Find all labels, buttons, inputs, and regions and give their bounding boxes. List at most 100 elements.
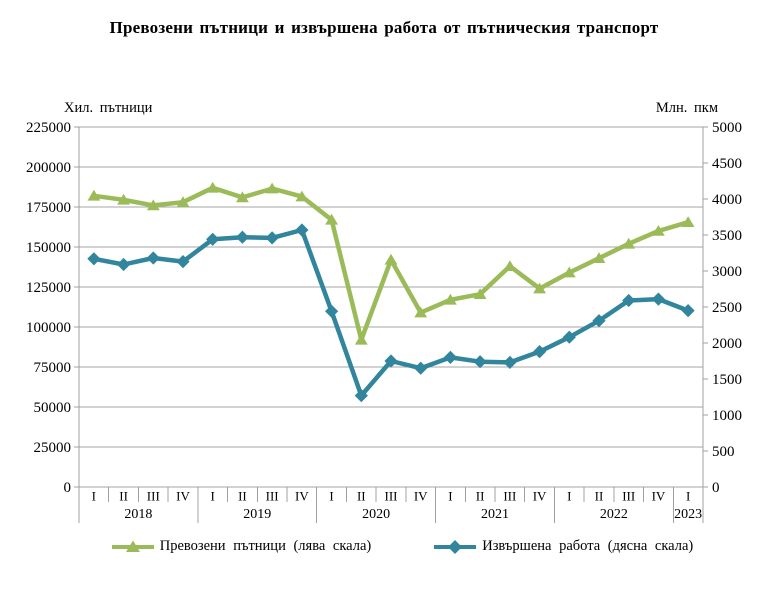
series-1-marker	[651, 292, 665, 306]
series-1-marker	[265, 231, 279, 245]
series-0-marker	[414, 306, 428, 318]
series-0-marker	[562, 266, 576, 278]
series-0-marker	[533, 282, 546, 294]
series-0-marker	[265, 182, 279, 194]
svg-text:II: II	[119, 489, 128, 504]
legend-item-work: Извършена работа (дясна скала)	[433, 538, 693, 555]
svg-text:50000: 50000	[34, 400, 72, 416]
series-0-marker	[681, 216, 695, 227]
svg-text:2018: 2018	[124, 507, 152, 522]
svg-text:I: I	[329, 489, 333, 504]
svg-text:2000: 2000	[712, 336, 742, 352]
svg-text:3500: 3500	[712, 228, 742, 244]
svg-text:0: 0	[64, 480, 72, 496]
series-1-marker	[117, 257, 131, 272]
series-0-marker	[87, 189, 101, 201]
legend: Превозени пътници (лява скала) Извършена…	[18, 538, 768, 555]
svg-text:III: III	[503, 489, 516, 504]
y-axis-labels: 0250005000075000100000125000150000175000…	[26, 120, 742, 496]
series-1-marker	[325, 304, 339, 318]
series-0-marker	[384, 253, 398, 265]
svg-text:I: I	[92, 489, 96, 504]
svg-text:III: III	[266, 489, 279, 504]
svg-text:2022: 2022	[600, 507, 628, 522]
svg-text:2019: 2019	[243, 507, 271, 522]
chart-title: Превозени пътници и извършена работа от …	[109, 18, 659, 37]
series-1-marker	[414, 361, 428, 375]
series-0-marker	[652, 225, 665, 236]
series-1-marker	[295, 223, 309, 237]
svg-text:125000: 125000	[26, 280, 71, 296]
series-1-marker	[592, 314, 606, 328]
series-0-marker	[592, 252, 606, 263]
svg-text:100000: 100000	[26, 320, 71, 336]
series-1-marker	[206, 232, 220, 246]
series-1-line	[87, 223, 695, 403]
svg-text:II: II	[357, 489, 366, 504]
svg-text:IV: IV	[533, 489, 547, 504]
series-1-marker	[622, 293, 636, 308]
svg-text:2020: 2020	[362, 507, 390, 522]
svg-text:150000: 150000	[26, 240, 71, 256]
series-0-marker	[622, 237, 636, 249]
series-1-marker	[533, 345, 547, 359]
svg-text:III: III	[385, 489, 398, 504]
series-1-marker	[146, 251, 160, 265]
legend-item-passengers: Превозени пътници (лява скала)	[111, 538, 371, 555]
gridlines	[74, 126, 708, 488]
series-0-marker	[325, 213, 338, 225]
series-0-marker	[354, 333, 368, 345]
svg-text:1500: 1500	[712, 372, 742, 388]
series-1-marker	[562, 330, 576, 344]
passengers-series-marker-icon	[111, 540, 154, 552]
series-1-marker	[443, 350, 457, 364]
series-1-marker	[503, 355, 517, 369]
svg-text:I: I	[448, 489, 452, 504]
svg-text:2500: 2500	[712, 300, 742, 316]
svg-text:II: II	[595, 489, 604, 504]
svg-text:3000: 3000	[712, 264, 742, 280]
series-1-marker	[681, 304, 695, 318]
svg-text:I: I	[567, 489, 571, 504]
series-1-marker	[87, 252, 101, 266]
svg-text:IV: IV	[414, 489, 428, 504]
series-0-marker	[146, 199, 160, 211]
left-axis-header: Хил. пътници	[64, 100, 153, 116]
series-0-marker	[176, 196, 190, 207]
svg-text:25000: 25000	[34, 440, 72, 456]
svg-text:75000: 75000	[34, 360, 72, 376]
series-1-marker	[176, 255, 190, 269]
svg-text:0: 0	[712, 480, 720, 496]
svg-text:4000: 4000	[712, 192, 742, 208]
series-1-marker	[354, 389, 368, 403]
series-1-marker	[384, 354, 398, 368]
svg-text:I: I	[211, 489, 215, 504]
x-axis: I II III IV I II III IV I II III IV I II III IV I II III IV…	[78, 487, 704, 523]
svg-text:II: II	[476, 489, 485, 504]
series-0-marker	[473, 288, 487, 299]
svg-text:5000: 5000	[712, 120, 742, 136]
series-0-marker	[117, 193, 130, 205]
svg-text:1000: 1000	[712, 408, 742, 424]
series-1-marker	[473, 355, 487, 369]
svg-text:III: III	[622, 489, 635, 504]
svg-text:2023: 2023	[674, 507, 702, 522]
svg-text:IV: IV	[652, 489, 666, 504]
series-0-marker	[206, 181, 220, 193]
series-0-marker	[236, 191, 249, 203]
svg-text:2021: 2021	[481, 507, 509, 522]
svg-text:IV: IV	[176, 489, 190, 504]
work-series-marker-icon	[434, 539, 477, 554]
svg-text:200000: 200000	[26, 160, 71, 176]
svg-text:IV: IV	[295, 489, 309, 504]
svg-text:225000: 225000	[26, 120, 71, 136]
svg-text:III: III	[147, 489, 160, 504]
series-0-marker	[295, 190, 309, 202]
series-0-marker	[503, 260, 517, 271]
right-axis-header: Млн. пкм	[655, 100, 718, 116]
legend-label-work: Извършена работа (дясна скала)	[482, 538, 694, 554]
svg-text:175000: 175000	[26, 200, 71, 216]
series-0-marker	[444, 293, 457, 305]
series-1-marker	[235, 230, 249, 244]
